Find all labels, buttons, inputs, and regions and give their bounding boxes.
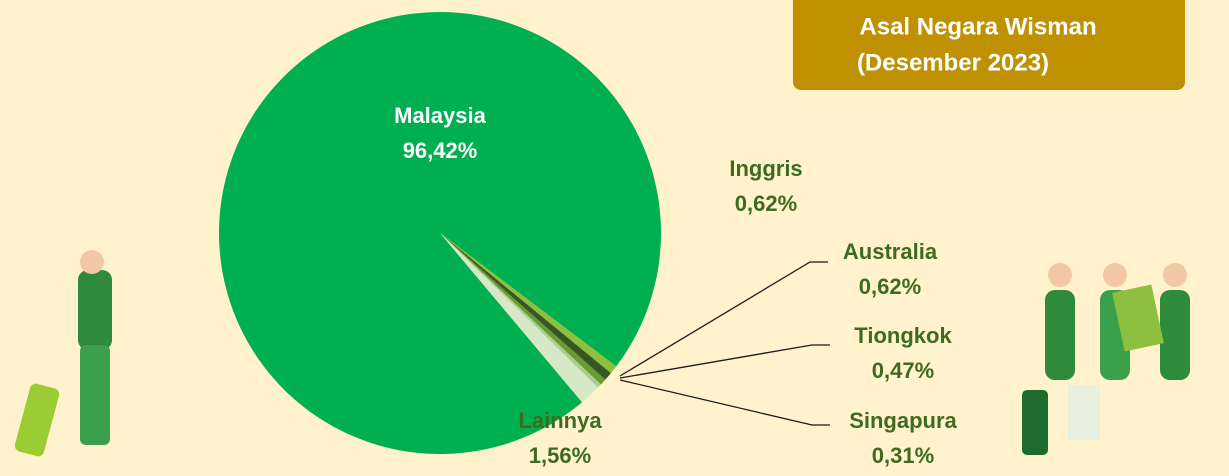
- value-label: 1,56%: [529, 443, 591, 468]
- slice-label: Singapura: [849, 408, 957, 433]
- slice-label: Malaysia: [394, 103, 486, 128]
- pie-slice: [440, 233, 606, 385]
- value-label: 96,42%: [403, 138, 478, 163]
- slice-label: Inggris: [729, 156, 802, 181]
- value-label: 0,47%: [872, 358, 934, 383]
- leader-line: [619, 344, 830, 379]
- pie: [218, 12, 661, 455]
- pie-slice: [440, 233, 617, 374]
- chart-subtitle: (Desember 2023): [857, 49, 1049, 76]
- pie-slice: [440, 233, 611, 380]
- value-label: 0,31%: [872, 443, 934, 468]
- slice-label: Lainnya: [518, 408, 602, 433]
- decoration: [14, 250, 1190, 457]
- value-label: 0,62%: [735, 191, 797, 216]
- pie-slice: [440, 233, 598, 403]
- chart-title: Asal Negara Wisman: [859, 13, 1096, 40]
- pie-slice: [440, 233, 601, 388]
- leader-line: [619, 379, 830, 426]
- slice-label: Tiongkok: [854, 323, 952, 348]
- slice-label: Australia: [843, 239, 938, 264]
- title-box: [793, 0, 1185, 90]
- pie-slice: [218, 12, 661, 455]
- leader-line: [619, 261, 828, 377]
- value-label: 0,62%: [859, 274, 921, 299]
